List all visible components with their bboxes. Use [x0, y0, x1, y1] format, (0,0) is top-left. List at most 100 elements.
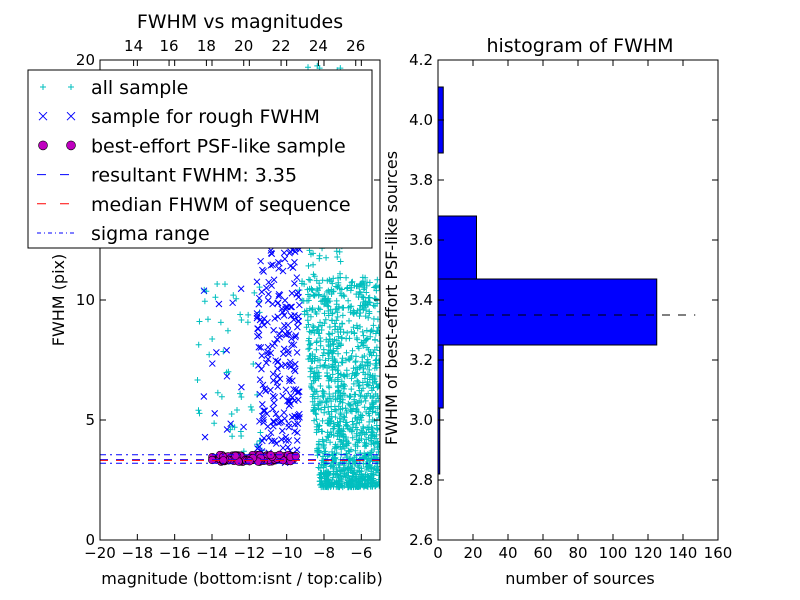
- data-point: [344, 329, 351, 336]
- data-point: [322, 316, 329, 323]
- data-point: [330, 474, 337, 481]
- y-tick-label: 3.2: [409, 351, 433, 369]
- data-point: [223, 426, 231, 433]
- data-point: [282, 386, 290, 394]
- data-point: [376, 284, 380, 291]
- scatter-x-axis: −20 −18 −16 −14 −12 −10 −8 −6: [84, 60, 372, 562]
- data-point: [355, 383, 362, 390]
- data-point: [373, 287, 380, 294]
- legend-label: best-effort PSF-like sample: [91, 135, 346, 157]
- scatter-y-label: FWHM (pix): [49, 254, 68, 347]
- data-point: [325, 355, 332, 362]
- data-point: [315, 447, 322, 454]
- data-point: [333, 248, 340, 255]
- data-point: [251, 289, 258, 296]
- top-x-tick-label: 18: [197, 37, 216, 55]
- data-point: [325, 312, 332, 319]
- data-point: [278, 427, 286, 435]
- data-point: [327, 429, 334, 436]
- data-point: [293, 349, 301, 356]
- data-point: [365, 346, 372, 353]
- data-point: [357, 392, 364, 399]
- data-point: [282, 433, 290, 441]
- data-point: [315, 305, 322, 312]
- data-point: [336, 415, 343, 422]
- histogram-x-axis: 0 20 40 60 80 100 120 140 160: [433, 60, 732, 562]
- top-x-tick-label: 16: [160, 37, 179, 55]
- data-point: [363, 381, 370, 388]
- data-point: [350, 324, 357, 331]
- data-point: [335, 329, 342, 336]
- data-point: [309, 393, 316, 400]
- data-point: [288, 413, 296, 421]
- histogram-bar: [437, 215, 477, 280]
- data-point: [314, 373, 321, 380]
- data-point: [255, 343, 263, 351]
- data-point: [353, 408, 360, 415]
- data-point: [315, 464, 322, 471]
- data-point: [359, 358, 366, 365]
- data-point: [291, 360, 299, 368]
- data-point: [373, 381, 380, 388]
- data-point: [372, 469, 379, 476]
- data-point: [349, 347, 356, 354]
- legend-label: sample for rough FWHM: [91, 106, 320, 128]
- data-point: [360, 484, 367, 491]
- data-point: [365, 390, 372, 397]
- data-point: [358, 339, 365, 346]
- data-point: [326, 331, 333, 338]
- data-point: [349, 473, 356, 480]
- data-point: [336, 461, 343, 468]
- data-point: [362, 362, 369, 369]
- data-point: [329, 452, 336, 459]
- data-point: [374, 393, 380, 400]
- data-point: [315, 323, 322, 330]
- data-point: [356, 323, 363, 330]
- legend-marker: [66, 111, 76, 121]
- legend-marker: [38, 140, 48, 151]
- scatter-top-x-axis: 14 16 18 20 22 24 26: [124, 37, 365, 66]
- data-point: [352, 414, 359, 421]
- data-point: [257, 344, 265, 351]
- data-point: [342, 436, 349, 443]
- data-point: [322, 357, 329, 364]
- histogram-bar: [437, 278, 658, 346]
- data-point: [345, 400, 352, 407]
- data-point: [314, 287, 321, 294]
- histogram-title: histogram of FWHM: [486, 35, 673, 57]
- data-point: [343, 285, 350, 292]
- data-point: [331, 445, 338, 452]
- x-tick-label: 40: [498, 544, 517, 562]
- data-point: [330, 393, 337, 400]
- data-point: [238, 383, 245, 391]
- data-point: [337, 472, 344, 479]
- data-point: [218, 393, 225, 400]
- data-point: [367, 328, 374, 335]
- data-point: [308, 380, 315, 387]
- data-point: [364, 279, 371, 286]
- data-point: [264, 348, 271, 356]
- data-point: [325, 287, 332, 294]
- data-point: [316, 306, 323, 313]
- legend-label: all sample: [91, 77, 188, 99]
- data-point: [307, 277, 314, 284]
- data-point: [211, 409, 219, 417]
- data-point: [363, 359, 370, 366]
- data-point: [337, 342, 344, 349]
- data-point: [307, 342, 314, 349]
- data-point: [215, 300, 223, 308]
- data-point: [330, 462, 337, 469]
- data-point: [321, 409, 328, 416]
- data-point: [313, 277, 320, 284]
- data-point: [329, 340, 336, 347]
- data-point: [293, 437, 301, 444]
- legend-entry: best-effort PSF-like sample: [38, 135, 346, 157]
- data-point: [254, 445, 261, 452]
- data-point: [332, 306, 339, 313]
- data-point: [349, 434, 356, 441]
- legend-entry: sample for rough FWHM: [38, 106, 320, 128]
- data-point: [200, 393, 208, 400]
- data-point: [195, 341, 202, 348]
- data-point: [366, 351, 373, 358]
- data-point: [259, 381, 267, 389]
